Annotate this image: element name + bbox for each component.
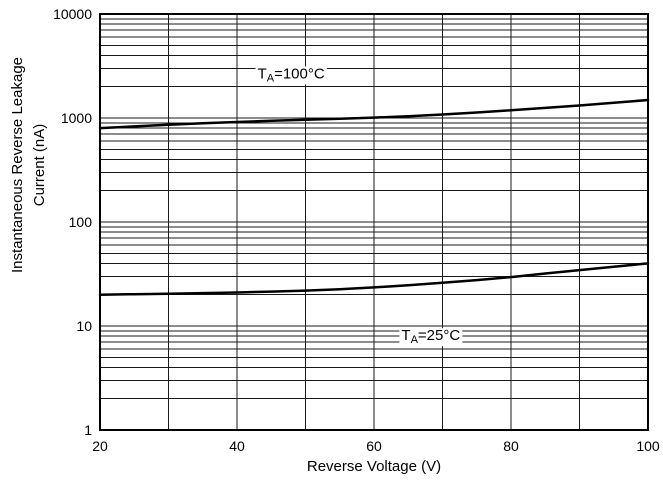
- svg-text:TA=25°C: TA=25°C: [401, 327, 460, 346]
- x-axis-title: Reverse Voltage (V): [307, 458, 441, 475]
- y-axis-title-line2: Current (nA): [31, 124, 48, 207]
- x-tick-label: 100: [636, 438, 660, 454]
- y-tick-label: 100: [69, 214, 93, 230]
- series-label: TA=100°C: [255, 65, 327, 85]
- x-tick-label: 80: [503, 438, 519, 454]
- series-lines: [98, 98, 650, 296]
- series-annotations: TA=100°C TA=25°C: [255, 65, 463, 347]
- series-label: TA=25°C: [399, 327, 463, 347]
- series-line-1: [98, 262, 650, 296]
- y-axis-title-line1: Instantaneous Reverse Leakage: [9, 57, 26, 273]
- x-tick-label: 60: [366, 438, 382, 454]
- y-tick-label: 10000: [53, 6, 92, 22]
- x-tick-label: 20: [92, 438, 108, 454]
- y-tick-label: 10: [76, 318, 92, 334]
- series-line-0: [98, 98, 650, 130]
- y-tick-label: 1: [84, 422, 92, 438]
- y-tick-label: 1000: [61, 110, 92, 126]
- axes: 20 40 60 80 100 1 10 100 1000 10000: [53, 6, 660, 454]
- x-tick-label: 40: [229, 438, 245, 454]
- gridlines: [99, 13, 649, 431]
- plot-border: [99, 13, 649, 431]
- svg-text:TA=100°C: TA=100°C: [258, 65, 325, 84]
